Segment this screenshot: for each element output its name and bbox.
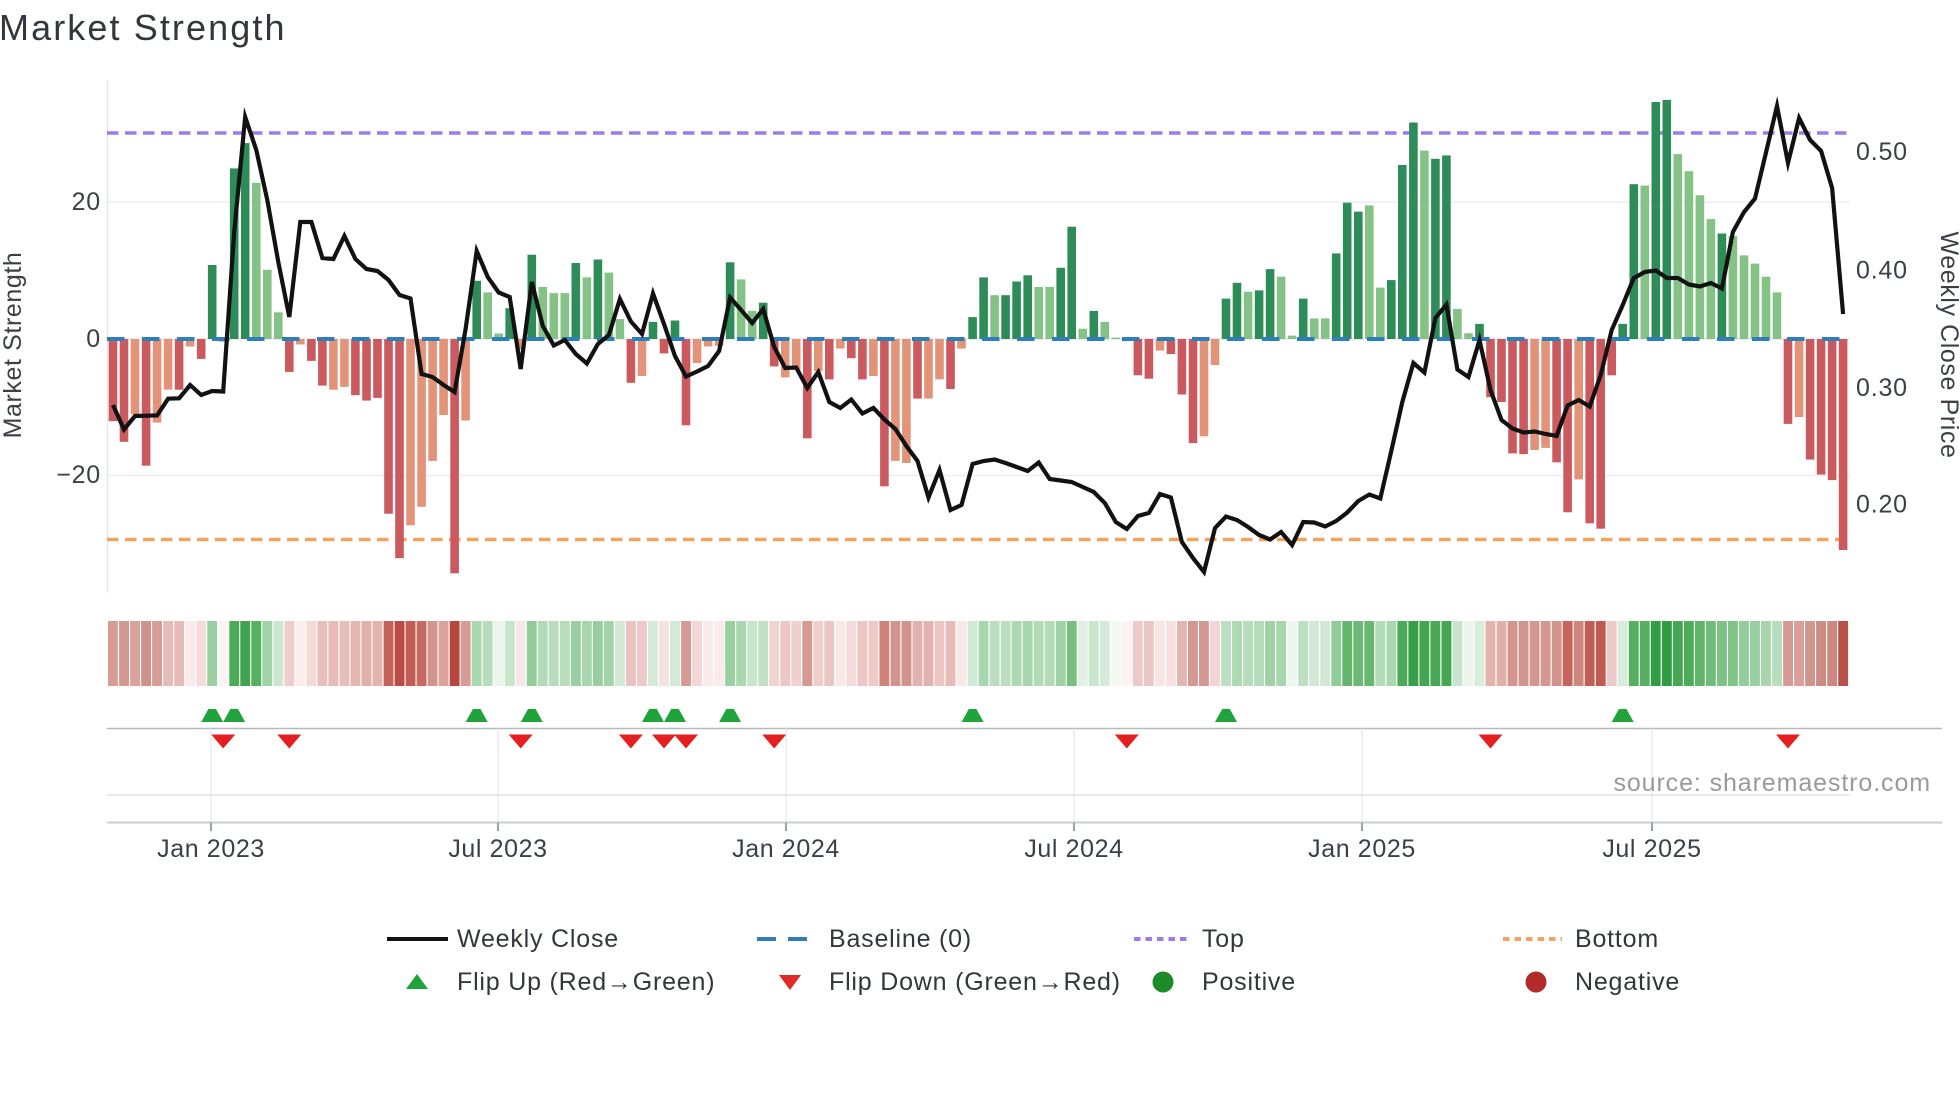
svg-text:Jan 2025: Jan 2025 xyxy=(1308,835,1416,863)
svg-text:source: sharemaestro.com: source: sharemaestro.com xyxy=(1613,769,1931,797)
svg-text:Jan 2023: Jan 2023 xyxy=(157,835,265,863)
svg-text:0: 0 xyxy=(86,325,101,353)
svg-text:Weekly Close Price: Weekly Close Price xyxy=(1935,231,1960,458)
svg-text:Bottom: Bottom xyxy=(1575,925,1659,953)
svg-text:Positive: Positive xyxy=(1202,968,1296,996)
svg-text:Weekly Close: Weekly Close xyxy=(457,925,619,953)
svg-text:Jul 2025: Jul 2025 xyxy=(1602,835,1701,863)
svg-text:Jul 2024: Jul 2024 xyxy=(1024,835,1123,863)
svg-text:0.30: 0.30 xyxy=(1856,374,1908,402)
svg-text:0.40: 0.40 xyxy=(1856,256,1908,284)
svg-text:20: 20 xyxy=(72,188,101,216)
svg-text:Negative: Negative xyxy=(1575,968,1680,996)
svg-text:−20: −20 xyxy=(56,461,101,489)
svg-text:Top: Top xyxy=(1202,925,1245,953)
svg-text:Market Strength: Market Strength xyxy=(0,7,287,48)
svg-text:0.50: 0.50 xyxy=(1856,138,1908,166)
svg-text:Market Strength: Market Strength xyxy=(0,252,27,439)
svg-text:Flip Down (Green→Red): Flip Down (Green→Red) xyxy=(829,968,1121,996)
svg-text:Jan 2024: Jan 2024 xyxy=(732,835,840,863)
svg-text:Flip Up (Red→Green): Flip Up (Red→Green) xyxy=(457,968,715,996)
svg-text:0.20: 0.20 xyxy=(1856,491,1908,519)
svg-text:Baseline (0): Baseline (0) xyxy=(829,925,972,953)
svg-text:Jul 2023: Jul 2023 xyxy=(448,835,547,863)
